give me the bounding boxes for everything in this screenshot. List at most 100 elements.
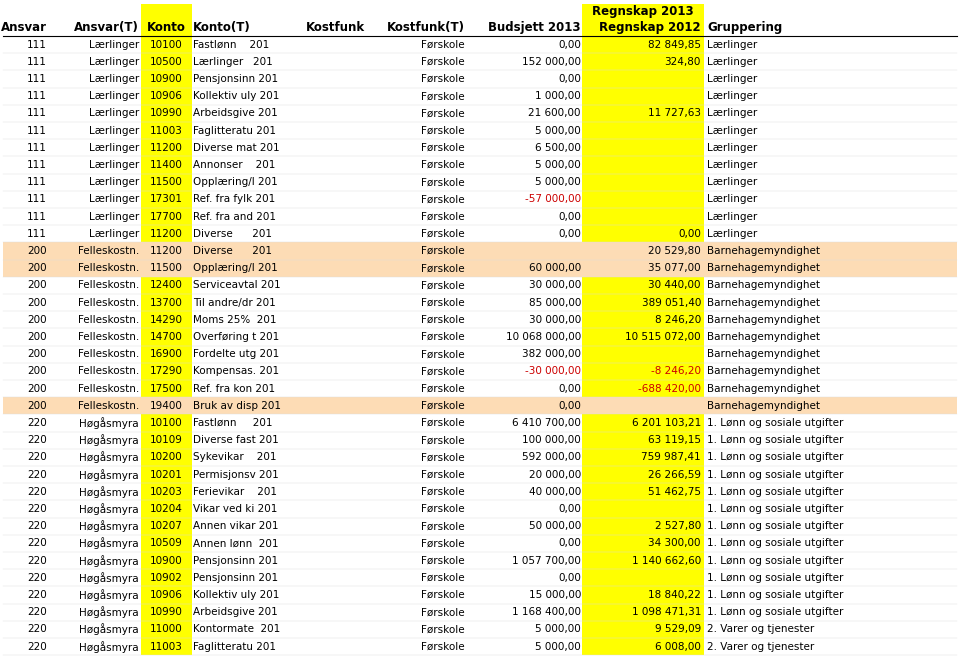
Text: Budsjett 2013: Budsjett 2013 xyxy=(489,21,581,34)
Text: 1. Lønn og sosiale utgifter: 1. Lønn og sosiale utgifter xyxy=(707,452,844,462)
Text: 1. Lønn og sosiale utgifter: 1. Lønn og sosiale utgifter xyxy=(707,556,844,566)
Text: 20 529,80: 20 529,80 xyxy=(648,246,701,256)
Text: Barnehagemyndighet: Barnehagemyndighet xyxy=(707,297,820,307)
Text: Førskole: Førskole xyxy=(421,280,465,290)
Text: Lærlinger: Lærlinger xyxy=(88,125,139,135)
Text: Førskole: Førskole xyxy=(421,125,465,135)
Text: -57 000,00: -57 000,00 xyxy=(525,195,581,205)
Text: 1. Lønn og sosiale utgifter: 1. Lønn og sosiale utgifter xyxy=(707,487,844,497)
Text: Faglitteratu 201: Faglitteratu 201 xyxy=(193,125,276,135)
Text: Førskole: Førskole xyxy=(421,57,465,67)
Text: 11200: 11200 xyxy=(150,229,183,239)
Text: Førskole: Førskole xyxy=(421,384,465,394)
Text: Høgåsmyra: Høgåsmyra xyxy=(80,572,139,584)
Text: 1. Lønn og sosiale utgifter: 1. Lønn og sosiale utgifter xyxy=(707,539,844,548)
Text: Opplæring/l 201: Opplæring/l 201 xyxy=(193,177,277,187)
Text: 63 119,15: 63 119,15 xyxy=(648,435,701,445)
Text: 1. Lønn og sosiale utgifter: 1. Lønn og sosiale utgifter xyxy=(707,573,844,583)
Text: 111: 111 xyxy=(27,57,47,67)
Text: 220: 220 xyxy=(27,435,47,445)
Text: 5 000,00: 5 000,00 xyxy=(536,641,581,651)
Text: 220: 220 xyxy=(27,504,47,514)
Text: Regnskap 2012: Regnskap 2012 xyxy=(599,21,701,34)
Text: 11200: 11200 xyxy=(150,143,183,153)
Text: Annen vikar 201: Annen vikar 201 xyxy=(193,521,278,531)
Text: Felleskostn.: Felleskostn. xyxy=(78,297,139,307)
Text: Høgåsmyra: Høgåsmyra xyxy=(80,486,139,498)
Text: 6 500,00: 6 500,00 xyxy=(535,143,581,153)
Text: Førskole: Førskole xyxy=(421,539,465,548)
Text: -30 000,00: -30 000,00 xyxy=(525,367,581,376)
Text: 85 000,00: 85 000,00 xyxy=(529,297,581,307)
Text: 30 440,00: 30 440,00 xyxy=(649,280,701,290)
Text: 10203: 10203 xyxy=(150,487,183,497)
Text: 200: 200 xyxy=(28,401,47,411)
Text: Barnehagemyndighet: Barnehagemyndighet xyxy=(707,263,820,273)
Text: 19400: 19400 xyxy=(150,401,183,411)
Text: 0,00: 0,00 xyxy=(558,40,581,50)
Text: 10990: 10990 xyxy=(150,108,183,118)
Text: Fastlønn    201: Fastlønn 201 xyxy=(193,40,269,50)
Text: Kollektiv uly 201: Kollektiv uly 201 xyxy=(193,91,279,101)
Text: 34 300,00: 34 300,00 xyxy=(649,539,701,548)
Text: Lærlinger   201: Lærlinger 201 xyxy=(193,57,273,67)
Text: 220: 220 xyxy=(27,624,47,634)
Text: 1. Lønn og sosiale utgifter: 1. Lønn og sosiale utgifter xyxy=(707,521,844,531)
Text: 9 529,09: 9 529,09 xyxy=(655,624,701,634)
Text: 220: 220 xyxy=(27,590,47,600)
Text: 0,00: 0,00 xyxy=(678,229,701,239)
Text: Kostfunk: Kostfunk xyxy=(306,21,365,34)
Text: Førskole: Førskole xyxy=(421,624,465,634)
Text: Lærlinger: Lærlinger xyxy=(707,143,757,153)
Text: Lærlinger: Lærlinger xyxy=(88,229,139,239)
Text: Høgåsmyra: Høgåsmyra xyxy=(80,641,139,653)
Text: 60 000,00: 60 000,00 xyxy=(529,263,581,273)
Text: Førskole: Førskole xyxy=(421,504,465,514)
Text: 10200: 10200 xyxy=(150,452,182,462)
Text: 6 201 103,21: 6 201 103,21 xyxy=(632,418,701,428)
Text: Førskole: Førskole xyxy=(421,556,465,566)
Text: 10900: 10900 xyxy=(150,74,182,84)
Text: Pensjonsinn 201: Pensjonsinn 201 xyxy=(193,74,278,84)
Text: 0,00: 0,00 xyxy=(558,229,581,239)
Text: Lærlinger: Lærlinger xyxy=(88,91,139,101)
Text: Felleskostn.: Felleskostn. xyxy=(78,280,139,290)
Text: 50 000,00: 50 000,00 xyxy=(529,521,581,531)
Text: Diverse      201: Diverse 201 xyxy=(193,229,272,239)
Text: 220: 220 xyxy=(27,487,47,497)
Text: Felleskostn.: Felleskostn. xyxy=(78,315,139,325)
Text: 18 840,22: 18 840,22 xyxy=(648,590,701,600)
Text: Høgåsmyra: Høgåsmyra xyxy=(80,623,139,635)
Bar xyxy=(582,4,704,655)
Text: 11400: 11400 xyxy=(150,160,183,170)
Text: 111: 111 xyxy=(27,143,47,153)
Text: 5 000,00: 5 000,00 xyxy=(536,177,581,187)
Text: Kontormate  201: Kontormate 201 xyxy=(193,624,280,634)
Text: Førskole: Førskole xyxy=(421,332,465,342)
Text: Ref. fra kon 201: Ref. fra kon 201 xyxy=(193,384,276,394)
Text: 220: 220 xyxy=(27,469,47,479)
Text: Førskole: Førskole xyxy=(421,91,465,101)
Text: 10100: 10100 xyxy=(150,40,182,50)
Text: Felleskostn.: Felleskostn. xyxy=(78,263,139,273)
Text: 1. Lønn og sosiale utgifter: 1. Lønn og sosiale utgifter xyxy=(707,590,844,600)
Text: 51 462,75: 51 462,75 xyxy=(648,487,701,497)
Text: Barnehagemyndighet: Barnehagemyndighet xyxy=(707,332,820,342)
Text: 1. Lønn og sosiale utgifter: 1. Lønn og sosiale utgifter xyxy=(707,504,844,514)
Text: 10109: 10109 xyxy=(150,435,183,445)
Text: 10 068 000,00: 10 068 000,00 xyxy=(506,332,581,342)
Text: Felleskostn.: Felleskostn. xyxy=(78,384,139,394)
Text: 200: 200 xyxy=(28,263,47,273)
Text: 111: 111 xyxy=(27,74,47,84)
Text: Ansvar: Ansvar xyxy=(1,21,47,34)
Text: 21 600,00: 21 600,00 xyxy=(529,108,581,118)
Text: Lærlinger: Lærlinger xyxy=(707,91,757,101)
Text: 6 008,00: 6 008,00 xyxy=(655,641,701,651)
Text: Lærlinger: Lærlinger xyxy=(88,143,139,153)
Text: Diverse mat 201: Diverse mat 201 xyxy=(193,143,279,153)
Text: Felleskostn.: Felleskostn. xyxy=(78,246,139,256)
Text: Høgåsmyra: Høgåsmyra xyxy=(80,434,139,446)
Text: Høgåsmyra: Høgåsmyra xyxy=(80,452,139,463)
Text: Lærlinger: Lærlinger xyxy=(707,57,757,67)
Text: Arbeidsgive 201: Arbeidsgive 201 xyxy=(193,108,277,118)
